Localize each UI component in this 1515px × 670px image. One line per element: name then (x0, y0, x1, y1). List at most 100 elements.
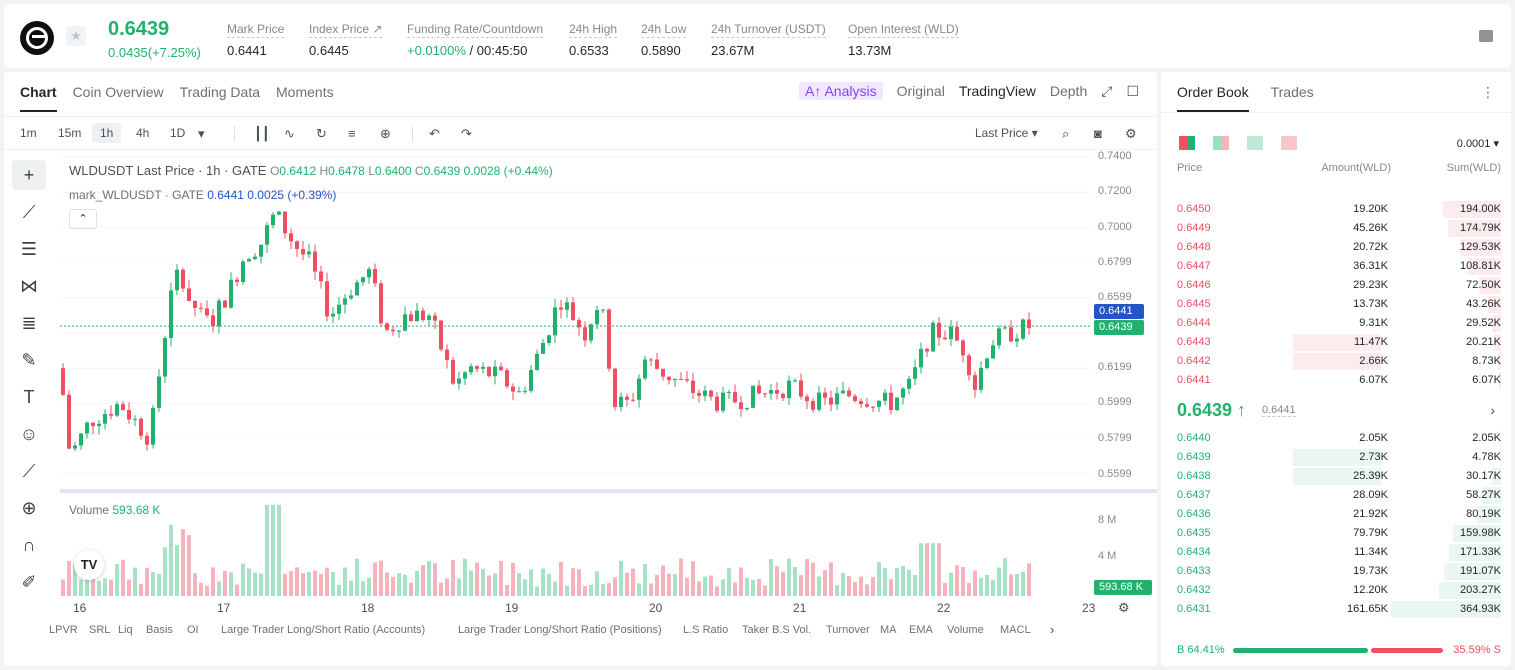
candle-body (199, 307, 203, 309)
more-icon[interactable]: ⋮ (1481, 84, 1495, 100)
zoom-in-icon[interactable]: ⊕ (21, 498, 37, 518)
text-icon[interactable]: T (23, 387, 35, 407)
tab-order-book[interactable]: Order Book (1177, 84, 1249, 112)
indicator-item[interactable]: Taker B.S Vol. (742, 624, 812, 636)
expand-icon[interactable]: ⤢ (1101, 82, 1113, 99)
candles-icon[interactable]: ┃┃ (254, 126, 270, 141)
indicator-item[interactable]: OI (187, 624, 199, 636)
indicator-item[interactable]: SRL (89, 624, 111, 636)
trendline-icon[interactable]: ⟋ (22, 202, 36, 222)
timeframe-1d[interactable]: 1D (170, 126, 186, 140)
book-icon[interactable] (1479, 30, 1493, 42)
tab-trades[interactable]: Trades (1270, 84, 1314, 100)
indicator-item[interactable]: MACL (1000, 624, 1031, 636)
ask-row[interactable]: 0.6441 6.07K 6.07K (1161, 371, 1511, 390)
indicator-item[interactable]: LPVR (49, 624, 78, 636)
volume-bar (835, 585, 839, 596)
bid-row[interactable]: 0.6439 2.73K 4.78K (1161, 448, 1511, 467)
tab-depth[interactable]: Depth (1049, 83, 1088, 99)
ask-row[interactable]: 0.6445 13.73K 43.26K (1161, 295, 1511, 314)
volume-bar (349, 580, 353, 596)
ask-row[interactable]: 0.6450 19.20K 194.00K (1161, 200, 1511, 219)
settings-list-icon[interactable]: ≡ (348, 126, 356, 141)
stat-label[interactable]: Funding Rate/Countdown (407, 22, 544, 38)
collapse-legend-icon[interactable]: ⌃ (69, 209, 97, 229)
indicator-item[interactable]: Turnover (826, 624, 870, 636)
indicator-item[interactable]: L.S Ratio (683, 624, 729, 636)
ask-row[interactable]: 0.6443 11.47K 20.21K (1161, 333, 1511, 352)
candlestick-chart[interactable] (60, 152, 1091, 492)
ask-row[interactable]: 0.6447 36.31K 108.81K (1161, 257, 1511, 276)
refresh-icon[interactable]: ↻ (316, 126, 327, 141)
axis-settings-icon[interactable]: ⚙ (1118, 600, 1130, 615)
fib-icon[interactable]: ≣ (21, 313, 37, 333)
bid-row[interactable]: 0.6437 28.09K 58.27K (1161, 486, 1511, 505)
precision-select[interactable]: 0.0001 ▾ (1456, 138, 1499, 150)
timeframe-1m[interactable]: 1m (20, 126, 37, 140)
gear-icon[interactable]: ⚙ (1125, 126, 1137, 141)
undo-icon[interactable]: ↶ (429, 126, 440, 141)
bid-row[interactable]: 0.6431 161.65K 364.93K (1161, 600, 1511, 619)
indicator-item[interactable]: EMA (909, 624, 933, 636)
timeframe-15m[interactable]: 15m (58, 126, 82, 140)
indicator-item[interactable]: Volume (947, 624, 984, 636)
view-bids-icon[interactable] (1247, 136, 1263, 150)
chevron-right-icon[interactable]: › (1490, 402, 1495, 418)
bid-row[interactable]: 0.6433 19.73K 191.07K (1161, 562, 1511, 581)
caret-down-icon[interactable]: ▾ (198, 126, 205, 141)
window-icon[interactable]: ☐ (1126, 82, 1139, 99)
magnet-icon[interactable]: ∩ (22, 535, 36, 555)
view-split-icon[interactable] (1213, 136, 1229, 150)
indicators-icon[interactable]: ∿ (284, 126, 295, 141)
brush-icon[interactable]: ✎ (21, 350, 37, 370)
camera-icon[interactable]: ◙ (1094, 126, 1102, 141)
bid-row[interactable]: 0.6438 25.39K 30.17K (1161, 467, 1511, 486)
ask-row[interactable]: 0.6442 2.66K 8.73K (1161, 352, 1511, 371)
tab-moments[interactable]: Moments (276, 84, 334, 100)
stat-label[interactable]: Index Price ↗ (309, 22, 383, 38)
stat-24h-high: 24h High 0.6533 (569, 22, 618, 58)
horizontal-lines-icon[interactable]: ☰ (20, 239, 38, 259)
crosshair-icon[interactable]: + (12, 160, 46, 190)
search-icon[interactable]: ⌕ (1062, 126, 1070, 141)
volume-bar (193, 573, 197, 596)
ruler-icon[interactable]: ⟋ (22, 461, 36, 481)
timeframe-1h[interactable]: 1h (92, 123, 122, 143)
indicator-item[interactable]: MA (880, 624, 897, 636)
indicator-item[interactable]: Large Trader Long/Short Ratio (Accounts) (221, 624, 426, 636)
tab-coin-overview[interactable]: Coin Overview (72, 84, 164, 100)
emoji-icon[interactable]: ☺ (19, 424, 39, 444)
ask-row[interactable]: 0.6449 45.26K 174.79K (1161, 219, 1511, 238)
chevron-right-icon[interactable]: › (1050, 622, 1055, 637)
ask-row[interactable]: 0.6448 20.72K 129.53K (1161, 238, 1511, 257)
bid-row[interactable]: 0.6436 21.92K 80.19K (1161, 505, 1511, 524)
indicator-item[interactable]: Basis (146, 624, 173, 636)
tab-original[interactable]: Original (896, 83, 945, 99)
tab-chart[interactable]: Chart (20, 84, 57, 112)
favorite-star-icon[interactable]: ★ (66, 26, 86, 46)
bid-row[interactable]: 0.6434 11.34K 171.33K (1161, 543, 1511, 562)
stat-label[interactable]: Mark Price (227, 22, 285, 38)
pattern-icon[interactable]: ⋈ (20, 276, 38, 296)
bid-row[interactable]: 0.6432 12.20K 203.27K (1161, 581, 1511, 600)
indicator-item[interactable]: Liq (118, 624, 133, 636)
row-sum: 29.52K (1466, 317, 1501, 329)
indicator-item[interactable]: Large Trader Long/Short Ratio (Positions… (458, 624, 662, 636)
add-indicator-icon[interactable]: ⊕ (380, 126, 391, 141)
stat-label[interactable]: Open Interest (WLD) (848, 22, 959, 38)
price-source-select[interactable]: Last Price ▾ (975, 126, 1038, 140)
tab-analysis[interactable]: A↑ Analysis (798, 82, 883, 100)
candle-body (403, 314, 407, 331)
bid-row[interactable]: 0.6440 2.05K 2.05K (1161, 429, 1511, 448)
pencil-icon[interactable]: ✐ (21, 572, 37, 592)
redo-icon[interactable]: ↷ (461, 126, 472, 141)
ask-row[interactable]: 0.6446 29.23K 72.50K (1161, 276, 1511, 295)
timeframe-4h[interactable]: 4h (136, 126, 150, 140)
pane-divider[interactable] (60, 489, 1157, 493)
ask-row[interactable]: 0.6444 9.31K 29.52K (1161, 314, 1511, 333)
bid-row[interactable]: 0.6435 79.79K 159.98K (1161, 524, 1511, 543)
view-both-icon[interactable] (1179, 136, 1195, 150)
tab-trading-data[interactable]: Trading Data (179, 84, 261, 100)
tab-tradingview[interactable]: TradingView (958, 83, 1036, 99)
view-asks-icon[interactable] (1281, 136, 1297, 150)
